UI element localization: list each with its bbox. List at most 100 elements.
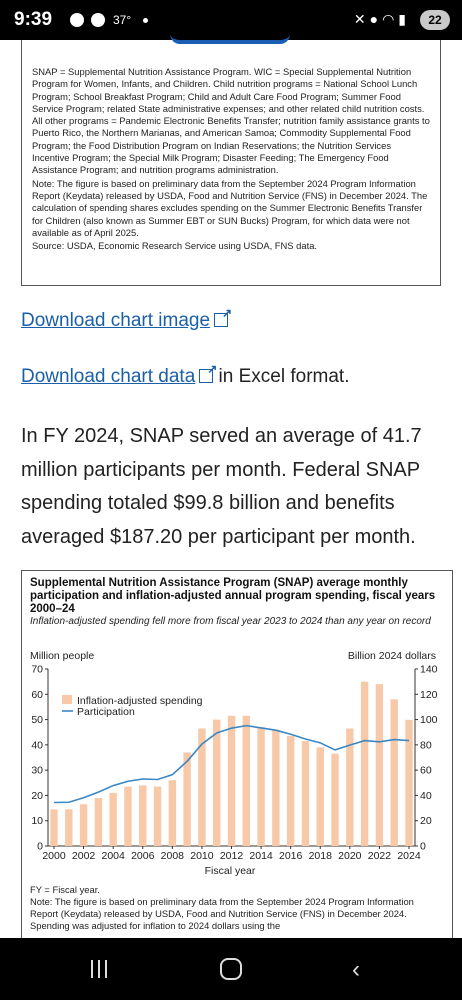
- spending-bar: [124, 786, 132, 846]
- x-tick-label: 2006: [131, 850, 155, 862]
- x-tick-label: 2024: [397, 850, 421, 862]
- spending-bar: [213, 719, 221, 846]
- mute-icon: ✕: [353, 11, 370, 27]
- status-time: 9:39: [14, 9, 53, 30]
- spending-bar: [390, 699, 398, 846]
- spending-bar: [94, 797, 103, 846]
- spending-bar: [109, 792, 117, 846]
- home-icon[interactable]: [220, 958, 242, 980]
- spending-bar: [331, 753, 339, 846]
- chart-note: Note: The figure is based on preliminary…: [30, 896, 414, 931]
- x-tick-label: 2002: [72, 850, 96, 862]
- y-tick-label-left: 0: [37, 841, 43, 853]
- wifi-icon: ◠: [382, 11, 399, 27]
- more-notifications-dot-icon: [143, 18, 148, 23]
- chart-title: Supplemental Nutrition Assistance Progra…: [30, 577, 436, 615]
- spending-bars: [50, 681, 413, 846]
- messenger-notification-icon: [70, 13, 84, 27]
- x-tick-label: 2014: [249, 850, 273, 862]
- spending-bar: [242, 715, 250, 846]
- signal-icon: ▮: [398, 11, 410, 27]
- y-tick-label-right: 100: [420, 714, 438, 726]
- y-tick-label-right: 60: [420, 765, 432, 777]
- x-tick-label: 2022: [368, 850, 392, 862]
- battery-icon: 22: [420, 10, 450, 30]
- recent-apps-icon[interactable]: [91, 960, 109, 978]
- spending-bar: [405, 719, 413, 846]
- download-chart-image-link[interactable]: Download chart image: [21, 310, 211, 331]
- location-icon: ●: [369, 11, 383, 27]
- x-tick-label: 2008: [161, 850, 185, 862]
- y-tick-label-right: 0: [420, 841, 426, 853]
- y-tick-label-left: 20: [31, 790, 43, 802]
- chart-legend: Inflation-adjusted spending Participatio…: [62, 695, 203, 718]
- y-tick-label-right: 80: [420, 739, 432, 751]
- download-data-row: Download chart data in Excel format.: [21, 362, 350, 388]
- chart-axes: 0 10 20 30 40 50 60 70 0 20 40 60 80 100 120 140 2000 200…: [31, 664, 437, 863]
- legend-participation-label: Participation: [77, 706, 135, 718]
- external-link-icon[interactable]: [214, 306, 232, 327]
- spending-bar: [50, 809, 58, 846]
- y-tick-label-left: 40: [31, 739, 43, 751]
- y-tick-label-left: 50: [31, 714, 43, 726]
- spending-bar: [360, 681, 369, 846]
- chart-bottom-arc-decoration: [170, 34, 290, 44]
- y-tick-label-right: 140: [420, 664, 438, 676]
- spending-bar: [301, 741, 310, 846]
- snap-summary-paragraph: In FY 2024, SNAP served an average of 41…: [21, 425, 422, 548]
- y-tick-label-right: 120: [420, 689, 438, 701]
- spending-bar: [198, 728, 206, 846]
- y-tick-label-left: 10: [31, 815, 43, 827]
- x-tick-label: 2018: [309, 850, 333, 862]
- source-text: Source: USDA, Economic Research Service …: [32, 240, 318, 252]
- spending-bar: [153, 786, 162, 846]
- legend-spending-swatch: [62, 695, 72, 704]
- x-tick-label: 2016: [279, 850, 303, 862]
- spending-bar: [286, 736, 295, 846]
- status-bar: 9:39 37° ✕●◠▮ 22: [0, 0, 462, 40]
- snap-chart: Million people Billion 2024 dollars 0 10 2…: [30, 650, 438, 877]
- x-tick-label: 2010: [190, 850, 214, 862]
- status-system-icons: ✕●◠▮: [354, 11, 410, 28]
- download-chart-data-link[interactable]: Download chart data: [21, 366, 196, 387]
- spending-bar: [79, 804, 88, 846]
- back-icon[interactable]: ‹: [352, 956, 360, 983]
- previous-chart-notes: SNAP = Supplemental Nutrition Assistance…: [21, 40, 441, 286]
- x-tick-label: 2004: [101, 850, 125, 862]
- messenger-notification-icon: [91, 13, 105, 27]
- fy-definition: FY = Fiscal year.: [30, 884, 100, 895]
- spending-bar: [65, 809, 73, 846]
- y-tick-label-right: 20: [420, 815, 432, 827]
- note-text: Note: The figure is based on preliminary…: [32, 177, 428, 238]
- spending-bar: [346, 728, 354, 846]
- spending-bar: [375, 684, 384, 846]
- spending-bar: [272, 729, 280, 846]
- y-axis-right-label: Billion 2024 dollars: [348, 650, 436, 662]
- spending-bar: [227, 715, 236, 846]
- y-tick-label-left: 30: [31, 765, 43, 777]
- spending-bar: [168, 780, 177, 846]
- y-axis-left-label: Million people: [30, 650, 94, 662]
- legend-spending-label: Inflation-adjusted spending: [77, 695, 203, 707]
- spending-bar: [183, 752, 191, 846]
- y-tick-label-left: 60: [31, 689, 43, 701]
- y-tick-label-right: 40: [420, 790, 432, 802]
- y-tick-label-left: 70: [31, 664, 43, 676]
- spending-bar: [139, 785, 147, 846]
- x-tick-label: 2020: [338, 850, 362, 862]
- definitions-text: SNAP = Supplemental Nutrition Assistance…: [32, 66, 430, 176]
- x-tick-label: 2012: [220, 850, 244, 862]
- x-axis-label: Fiscal year: [205, 865, 256, 877]
- status-temperature: 37°: [113, 13, 132, 27]
- spending-bar: [257, 727, 265, 846]
- spending-bar: [316, 747, 324, 846]
- download-image-row: Download chart image: [21, 306, 232, 332]
- x-tick-label: 2000: [42, 850, 66, 862]
- snap-chart-panel: Supplemental Nutrition Assistance Progra…: [21, 570, 453, 938]
- download-data-suffix: in Excel format.: [213, 366, 350, 387]
- participation-line: [53, 724, 410, 804]
- chart-footnotes: FY = Fiscal year. Note: The figure is ba…: [30, 884, 442, 932]
- external-link-icon[interactable]: [199, 362, 217, 383]
- chart-subtitle: Inflation-adjusted spending fell more fr…: [30, 616, 431, 627]
- participation-series-line: [53, 724, 410, 804]
